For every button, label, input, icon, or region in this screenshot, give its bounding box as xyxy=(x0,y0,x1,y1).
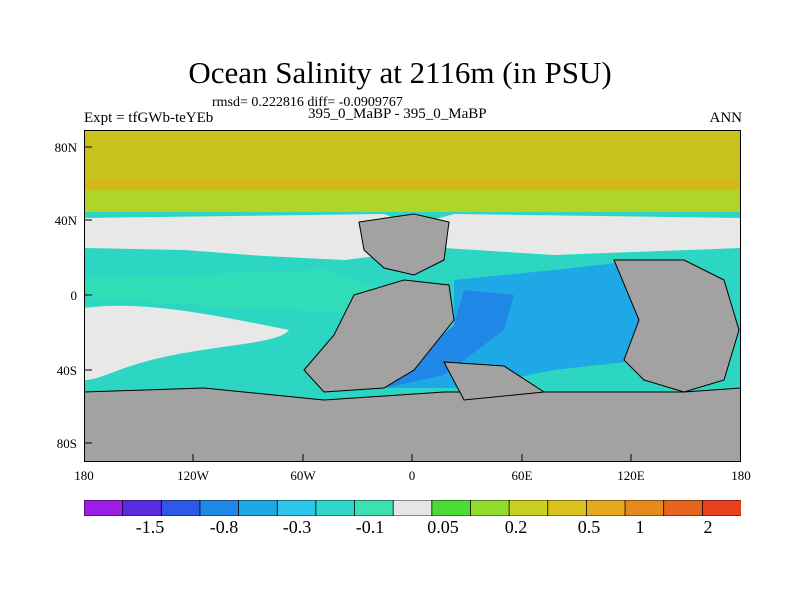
colorbar-swatch xyxy=(663,500,704,516)
plot-title: Ocean Salinity at 2116m (in PSU) xyxy=(188,55,612,90)
colorbar-swatch xyxy=(624,500,665,516)
y-tick-40s: 40S xyxy=(56,363,77,378)
x-tick-120w: 120W xyxy=(177,468,209,483)
x-tick-180w: 180 xyxy=(74,468,94,483)
colorbar-swatch xyxy=(315,500,356,516)
colorbar-label-3: -0.3 xyxy=(282,517,312,537)
x-tick-180e: 180 xyxy=(731,468,751,483)
colorbar-swatch xyxy=(354,500,395,516)
colorbar-label-1: -1.5 xyxy=(135,517,165,537)
colorbar-label-6: 0.2 xyxy=(504,517,528,537)
y-tick-80s: 80S xyxy=(56,436,77,451)
season-label: ANN xyxy=(709,110,743,126)
y-tick-80n: 80N xyxy=(54,140,77,155)
x-tick-0: 0 xyxy=(408,468,416,483)
experiment-label: Expt = tfGWb-teYEb xyxy=(84,110,214,126)
colorbar-swatch xyxy=(508,500,549,516)
x-tick-60e: 60E xyxy=(511,468,533,483)
colorbar-swatch xyxy=(84,500,124,516)
colorbar-label-2: -0.8 xyxy=(209,517,239,537)
arctic-dark-band xyxy=(84,180,741,192)
colorbar-swatch xyxy=(701,500,741,516)
land-antarctica xyxy=(84,387,741,462)
colorbar-swatch xyxy=(199,500,240,516)
land-south-america xyxy=(303,279,455,393)
colorbar-swatch xyxy=(238,500,279,516)
colorbar-label-9: 2 xyxy=(703,517,713,537)
south-pacific-neutral xyxy=(84,305,289,380)
run-comparison-label: 395_0_MaBP - 395_0_MaBP xyxy=(308,106,487,122)
land-masses xyxy=(84,213,741,462)
rmsd-diff-stats: rmsd= 0.222816 diff= -0.0909767 xyxy=(212,95,403,110)
colorbar-swatch xyxy=(392,500,433,516)
salinity-map xyxy=(84,130,741,462)
colorbar xyxy=(84,500,741,516)
colorbar-swatch xyxy=(431,500,472,516)
land-africa-tip xyxy=(443,361,546,401)
y-tick-40n: 40N xyxy=(54,213,77,228)
colorbar-swatch xyxy=(276,500,317,516)
colorbar-swatch xyxy=(160,500,201,516)
y-tick-0: 0 xyxy=(70,288,78,303)
arctic-green-band xyxy=(84,190,741,212)
colorbar-label-4: -0.1 xyxy=(355,517,385,537)
x-tick-60w: 60W xyxy=(290,468,316,483)
x-tick-120e: 120E xyxy=(617,468,645,483)
colorbar-label-7: 0.5 xyxy=(577,517,601,537)
colorbar-swatch xyxy=(586,500,626,516)
colorbar-label-5: 0.05 xyxy=(427,517,459,537)
colorbar-swatch xyxy=(470,500,511,516)
axis-ticks xyxy=(84,146,632,462)
colorbar-swatch xyxy=(547,500,588,516)
colorbar-label-8: 1 xyxy=(635,517,645,537)
colorbar-swatch xyxy=(122,500,163,516)
land-europe xyxy=(358,213,450,276)
land-australia-asia xyxy=(613,259,740,393)
